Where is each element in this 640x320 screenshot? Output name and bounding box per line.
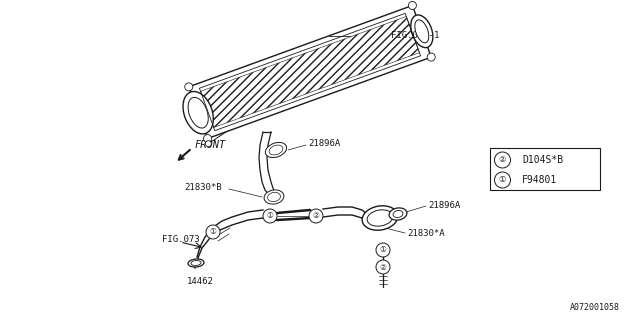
Ellipse shape [264,190,284,204]
Ellipse shape [269,145,283,155]
Text: ②: ② [312,212,319,220]
Ellipse shape [415,20,429,43]
Text: ①: ① [499,175,506,185]
Ellipse shape [268,192,280,202]
Ellipse shape [393,211,403,218]
Text: ②: ② [380,262,387,271]
Text: ②: ② [499,156,506,164]
Text: ①: ① [267,212,273,220]
Ellipse shape [367,210,393,226]
Ellipse shape [266,142,287,157]
Text: A072001058: A072001058 [570,303,620,312]
Ellipse shape [495,172,511,188]
Text: 21896A: 21896A [308,140,340,148]
Ellipse shape [408,2,417,10]
Ellipse shape [389,208,407,220]
Text: ①: ① [209,228,216,236]
Ellipse shape [495,152,511,168]
Polygon shape [189,5,431,139]
Ellipse shape [309,209,323,223]
Bar [490,148,600,190]
Text: 14462: 14462 [187,277,213,286]
Text: FIG.073: FIG.073 [162,236,200,244]
Text: FIG.072-1: FIG.072-1 [391,31,439,40]
Text: D104S*B: D104S*B [522,155,563,165]
Ellipse shape [376,243,390,257]
Ellipse shape [206,225,220,239]
Ellipse shape [411,15,433,48]
Text: 21830*A: 21830*A [407,228,445,237]
Ellipse shape [205,141,211,147]
Ellipse shape [362,206,398,230]
Text: 21830*B: 21830*B [184,182,221,191]
Ellipse shape [376,260,390,274]
Ellipse shape [263,209,277,223]
Text: F94801: F94801 [522,175,557,185]
Ellipse shape [188,259,204,267]
Text: FRONT: FRONT [195,140,227,150]
Text: 21896A: 21896A [428,201,460,210]
Ellipse shape [183,92,213,134]
Ellipse shape [188,97,208,128]
Text: ①: ① [380,245,387,254]
Ellipse shape [191,260,201,266]
Ellipse shape [204,134,212,142]
Polygon shape [200,16,419,128]
Ellipse shape [428,53,435,61]
Ellipse shape [185,83,193,91]
